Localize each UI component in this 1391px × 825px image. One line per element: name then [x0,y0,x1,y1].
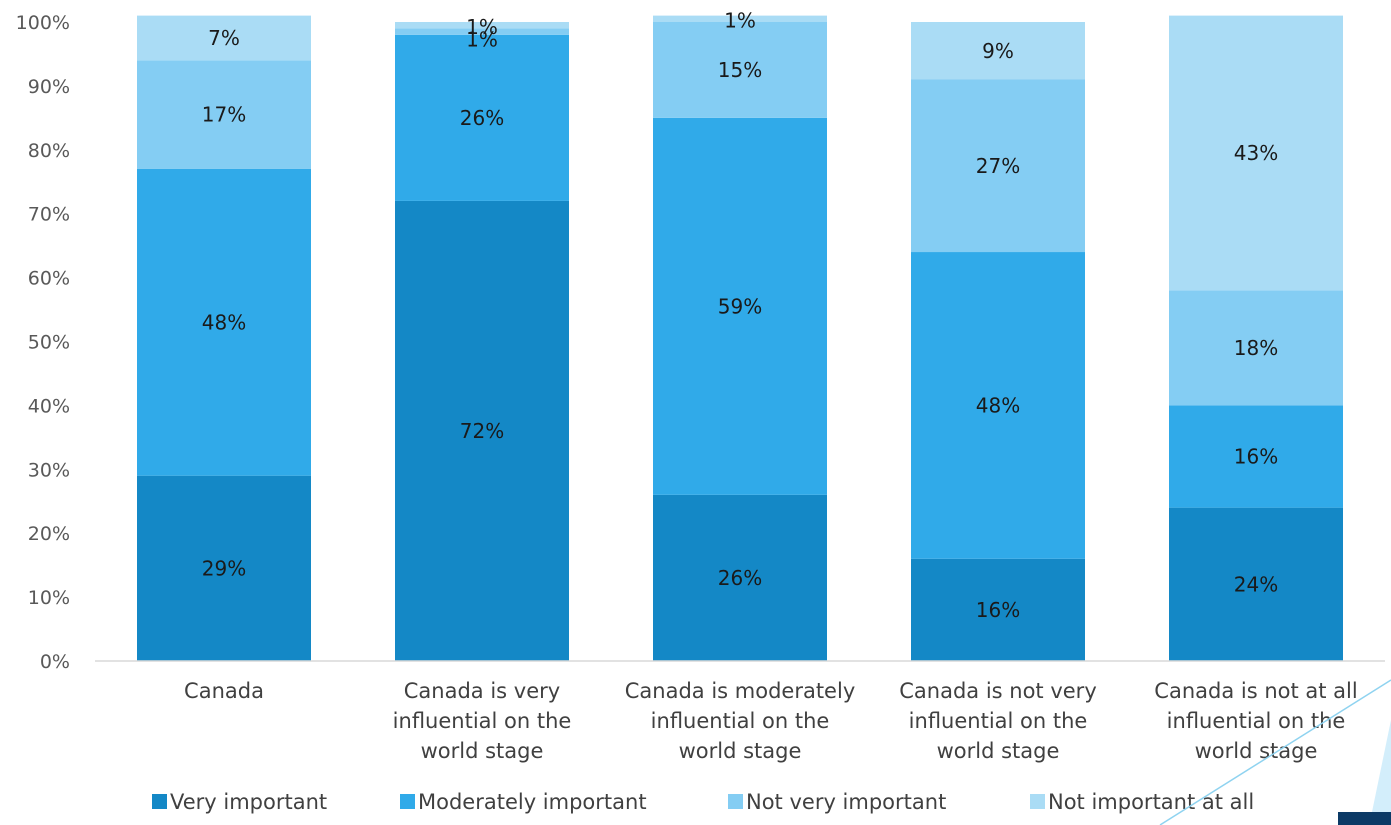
x-tick-label: world stage [679,739,802,763]
bar-segment [911,558,1085,661]
x-tick-label: influential on the [909,709,1088,733]
data-label: 1% [466,15,498,39]
x-tick-label: influential on the [1167,709,1346,733]
data-label: 27% [976,154,1020,178]
legend-label: Moderately important [418,790,647,814]
bar-segment [395,28,569,35]
legend-swatch [152,794,167,809]
legend-label: Not important at all [1048,790,1254,814]
data-label: 1% [466,27,498,51]
bar-segment [653,15,827,22]
decor-line [1159,679,1391,825]
data-label: 29% [202,556,246,580]
bar-segment [1169,405,1343,508]
bar-segment [1169,290,1343,406]
x-tick-label: world stage [1195,739,1318,763]
data-label: 18% [1234,336,1278,360]
bar-segment [395,22,569,29]
y-tick-label: 70% [28,204,70,226]
y-tick-label: 50% [28,332,70,354]
bar-segment [653,117,827,495]
x-tick-label: Canada is not very [899,679,1097,703]
bars [137,15,1343,662]
bar-segment [137,168,311,476]
x-tick-label: influential on the [651,709,830,733]
legend-swatch [1030,794,1045,809]
y-tick-label: 20% [28,523,70,545]
bar-segment [137,60,311,169]
legend-swatch [400,794,415,809]
data-label: 24% [1234,572,1278,596]
data-label: 26% [460,106,504,130]
data-labels: 29%48%17%7%72%26%1%1%26%59%15%1%16%48%27… [202,9,1278,622]
data-label: 48% [202,310,246,334]
y-tick-label: 10% [28,587,70,609]
bar-segment [653,494,827,661]
y-tick-label: 30% [28,459,70,481]
bar-segment [653,22,827,118]
bar-segment [137,475,311,661]
data-label: 72% [460,419,504,443]
data-label: 26% [718,566,762,590]
data-label: 9% [982,39,1014,63]
x-tick-label: influential on the [393,709,572,733]
y-tick-label: 40% [28,395,70,417]
y-tick-label: 0% [40,651,70,673]
legend-label: Very important [170,790,327,814]
bar-segment [911,252,1085,559]
data-label: 48% [976,393,1020,417]
x-tick-label: Canada is moderately [625,679,856,703]
bar-segment [395,200,569,662]
x-tick-label: Canada is not at all [1154,679,1357,703]
bar-segment [1169,507,1343,661]
decor-bar [1338,812,1391,825]
legend-label: Not very important [746,790,946,814]
bar-segment [137,15,311,61]
legend-swatch [728,794,743,809]
data-label: 16% [976,598,1020,622]
y-tick-label: 100% [16,12,70,34]
x-tick-label: Canada [184,679,264,703]
bar-segment [911,79,1085,253]
x-tick-label: world stage [421,739,544,763]
data-label: 59% [718,294,762,318]
bar-segment [395,34,569,201]
legend: Very important Moderately important Not ve… [152,790,1254,814]
data-label: 15% [718,58,762,82]
y-tick-label: 80% [28,140,70,162]
bar-segment [1169,15,1343,291]
decorative-corner [1159,679,1391,825]
data-label: 17% [202,103,246,127]
bar-segment [911,22,1085,80]
data-label: 16% [1234,445,1278,469]
y-tick-label: 60% [28,268,70,290]
x-tick-label: world stage [937,739,1060,763]
data-label: 43% [1234,141,1278,165]
y-axis: 0% 10% 20% 30% 40% 50% 60% 70% 80% 90% 100% [16,12,70,673]
y-tick-label: 90% [28,76,70,98]
data-label: 1% [724,9,756,33]
decor-triangle [1372,720,1391,812]
x-axis: Canada Canada is very influential on the wo… [95,660,1385,763]
x-tick-label: Canada is very [404,679,560,703]
data-label: 7% [208,26,240,50]
